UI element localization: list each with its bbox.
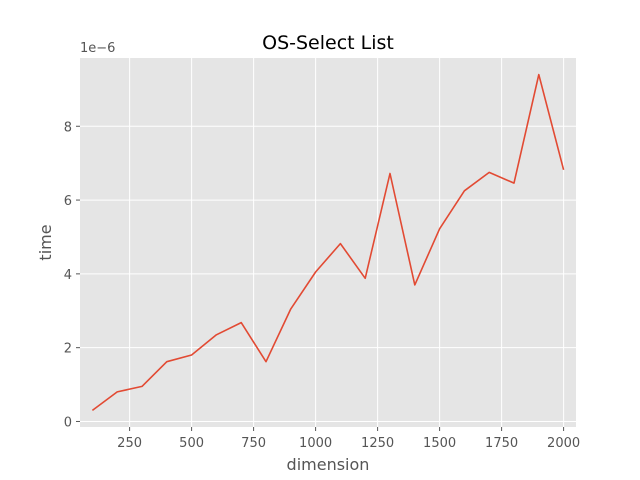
x-tick-label: 1750: [485, 436, 518, 451]
series-line: [91, 73, 565, 412]
ticks: 250 500 750 1000 1250 1500 1750 2000 0 2 4 6 8: [64, 120, 580, 451]
y-tick-label: 4: [64, 268, 72, 283]
x-tick-label: 250: [117, 436, 142, 451]
y-tick-label: 2: [64, 342, 72, 357]
y-tick-label: 8: [64, 120, 72, 135]
series-group: [91, 73, 565, 412]
x-tick-label: 2000: [547, 436, 580, 451]
y-tick-label: 6: [64, 194, 72, 209]
x-tick-label: 1000: [299, 436, 332, 451]
y-tick-label: 0: [64, 415, 72, 430]
y-axis-label: time: [36, 224, 55, 260]
y-axis-offset-label: 1e−6: [80, 41, 115, 56]
x-tick-label: 1250: [361, 436, 394, 451]
x-tick-label: 500: [179, 436, 204, 451]
x-tick-label: 750: [241, 436, 266, 451]
chart-title: OS-Select List: [262, 32, 394, 54]
x-axis-label: dimension: [287, 455, 370, 474]
x-tick-label: 1500: [423, 436, 456, 451]
grid: [80, 58, 576, 427]
